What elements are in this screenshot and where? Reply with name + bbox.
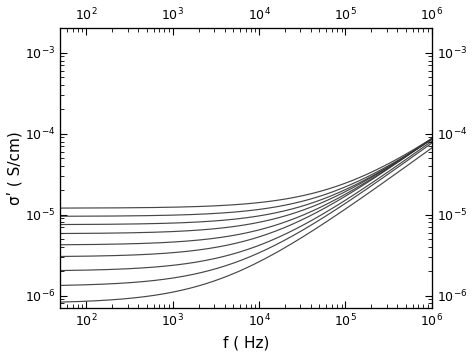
X-axis label: f ( Hz): f ( Hz) bbox=[223, 335, 269, 350]
Y-axis label: σʹ ( S/cm): σʹ ( S/cm) bbox=[7, 131, 22, 205]
